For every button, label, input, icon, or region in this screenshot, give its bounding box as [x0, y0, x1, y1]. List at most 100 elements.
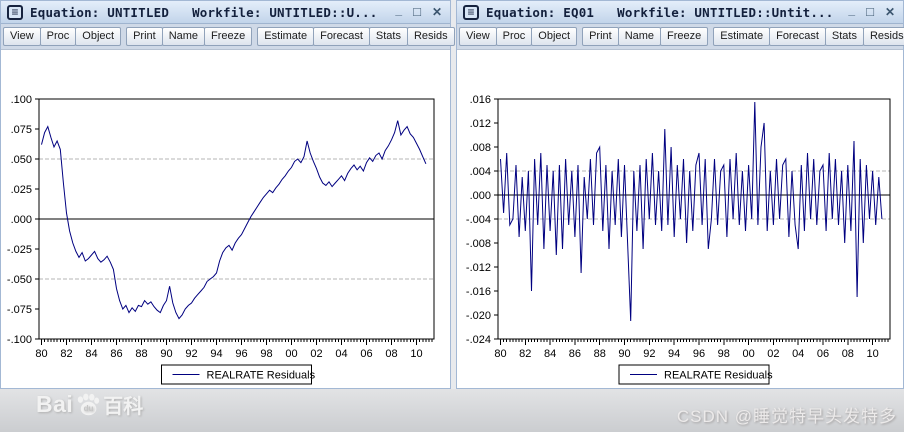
- toolbar-button-print[interactable]: Print: [126, 27, 163, 46]
- toolbar-button-resids[interactable]: Resids: [406, 27, 455, 46]
- x-tick-label: 80: [35, 348, 47, 360]
- window-controls: _ □ ✕: [848, 3, 897, 19]
- toolbar-button-name[interactable]: Name: [617, 27, 662, 46]
- y-tick-label: .000: [11, 214, 32, 226]
- baidu-paw-icon: du: [78, 393, 100, 415]
- window-title-equation: Equation: EQ01: [486, 4, 595, 20]
- toolbar-button-group: View Proc Object: [459, 27, 578, 46]
- toolbar-button-stats[interactable]: Stats: [368, 27, 408, 46]
- y-tick-label: .000: [470, 190, 491, 202]
- equation-window-left: ≡ Equation: UNTITLED Workfile: UNTITLED:…: [0, 0, 455, 389]
- toolbar-button-resids[interactable]: Resids: [862, 27, 904, 46]
- toolbar-button-estimate[interactable]: Estimate: [713, 27, 771, 46]
- chart-area-left: .100 .075 .050 .025 .000 -.025 -.050 -.075 -.100…: [1, 50, 450, 388]
- baidu-watermark-text: Bai: [36, 391, 74, 417]
- toolbar-button-freeze[interactable]: Freeze: [660, 27, 709, 46]
- toolbar-right: View Proc Object Print Name Freeze Estimate For…: [457, 24, 904, 50]
- maximize-button[interactable]: □: [413, 4, 421, 19]
- chart-area-right: .016 .012 .008 .004 .000 -.004 -.008 -.012 -.016…: [457, 50, 903, 388]
- x-tick-label: 90: [618, 348, 630, 360]
- close-button[interactable]: ✕: [884, 5, 895, 19]
- x-tick-label: 94: [668, 348, 680, 360]
- baidu-baike-watermark: Bai du 百科: [36, 390, 143, 419]
- y-tick-label: -.016: [466, 286, 491, 298]
- y-tick-label: .050: [11, 154, 32, 166]
- y-tick-label: .008: [470, 142, 491, 154]
- toolbar-button-object[interactable]: Object: [531, 27, 578, 46]
- x-tick-label: 94: [210, 348, 222, 360]
- y-tick-label: -.024: [466, 334, 491, 346]
- equation-object-icon[interactable]: ≡: [7, 4, 23, 20]
- x-tick-label: 02: [767, 348, 779, 360]
- x-tick-label: 88: [135, 348, 147, 360]
- minimize-button[interactable]: _: [395, 3, 403, 17]
- maximize-button[interactable]: □: [866, 4, 874, 19]
- y-tick-label: .025: [11, 184, 32, 196]
- window-controls: _ □ ✕: [395, 3, 444, 19]
- x-tick-label: 96: [235, 348, 247, 360]
- x-tick-label: 96: [693, 348, 705, 360]
- toolbar-button-estimate[interactable]: Estimate: [257, 27, 315, 46]
- series-line: [500, 101, 883, 322]
- x-tick-label: 10: [410, 348, 422, 360]
- toolbar-button-group: Print Name Freeze: [126, 27, 253, 46]
- y-tick-label: -.050: [7, 274, 32, 286]
- page-background-strip: [0, 389, 904, 432]
- x-tick-label: 82: [519, 348, 531, 360]
- x-tick-label: 86: [569, 348, 581, 360]
- toolbar-button-group: View Proc Object: [3, 27, 122, 46]
- x-tick-label: 02: [310, 348, 322, 360]
- toolbar-button-group: Estimate Forecast Stats Resids: [257, 27, 455, 46]
- y-tick-label: .075: [11, 124, 32, 136]
- toolbar-button-forecast[interactable]: Forecast: [313, 27, 370, 46]
- y-tick-label: .012: [470, 118, 491, 130]
- titlebar-right[interactable]: ≡ Equation: EQ01 Workfile: UNTITLED::Unt…: [457, 1, 903, 24]
- legend-label: REALRATE Residuals: [664, 370, 773, 382]
- svg-text:du: du: [84, 403, 94, 412]
- equation-object-icon[interactable]: ≡: [463, 4, 479, 20]
- x-tick-label: 06: [360, 348, 372, 360]
- toolbar-button-name[interactable]: Name: [161, 27, 206, 46]
- x-tick-label: 92: [643, 348, 655, 360]
- titlebar-left[interactable]: ≡ Equation: UNTITLED Workfile: UNTITLED:…: [1, 1, 450, 24]
- x-tick-label: 00: [285, 348, 297, 360]
- x-tick-label: 82: [60, 348, 72, 360]
- x-tick-label: 80: [494, 348, 506, 360]
- close-button[interactable]: ✕: [431, 5, 442, 19]
- y-tick-label: -.075: [7, 304, 32, 316]
- y-tick-label: .016: [470, 94, 491, 106]
- baidu-watermark-text-cn: 百科: [103, 396, 144, 418]
- toolbar-button-proc[interactable]: Proc: [39, 27, 77, 46]
- series-line: [41, 120, 427, 320]
- toolbar-button-proc[interactable]: Proc: [495, 27, 533, 46]
- x-tick-label: 00: [742, 348, 754, 360]
- y-tick-label: -.025: [7, 244, 32, 256]
- y-tick-label: -.004: [466, 214, 491, 226]
- x-tick-label: 10: [867, 348, 879, 360]
- x-tick-label: 08: [385, 348, 397, 360]
- toolbar-button-freeze[interactable]: Freeze: [204, 27, 253, 46]
- toolbar-button-print[interactable]: Print: [582, 27, 619, 46]
- y-tick-label: -.020: [466, 310, 491, 322]
- window-title-equation: Equation: UNTITLED: [30, 4, 170, 20]
- toolbar-button-view[interactable]: View: [3, 27, 41, 46]
- x-tick-label: 04: [792, 348, 804, 360]
- y-tick-label: .004: [470, 166, 491, 178]
- equation-window-right: ≡ Equation: EQ01 Workfile: UNTITLED::Unt…: [456, 0, 904, 389]
- legend-box: [618, 364, 770, 385]
- legend-box: [161, 364, 312, 385]
- toolbar-button-stats[interactable]: Stats: [824, 27, 864, 46]
- toolbar-button-object[interactable]: Object: [75, 27, 122, 46]
- toolbar-left: View Proc Object Print Name Freeze Estimate For…: [1, 24, 455, 50]
- toolbar-button-view[interactable]: View: [459, 27, 497, 46]
- toolbar-button-forecast[interactable]: Forecast: [769, 27, 826, 46]
- toolbar-button-group: Estimate Forecast Stats Resids: [713, 27, 904, 46]
- window-title-workfile: Workfile: UNTITLED::Untit...: [617, 4, 834, 20]
- y-tick-label: -.100: [7, 334, 32, 346]
- minimize-button[interactable]: _: [848, 3, 856, 17]
- x-tick-label: 90: [160, 348, 172, 360]
- residuals-chart: .100 .075 .050 .025 .000 -.025 -.050 -.075 -.100…: [7, 94, 435, 385]
- x-tick-label: 98: [260, 348, 272, 360]
- x-tick-label: 88: [594, 348, 606, 360]
